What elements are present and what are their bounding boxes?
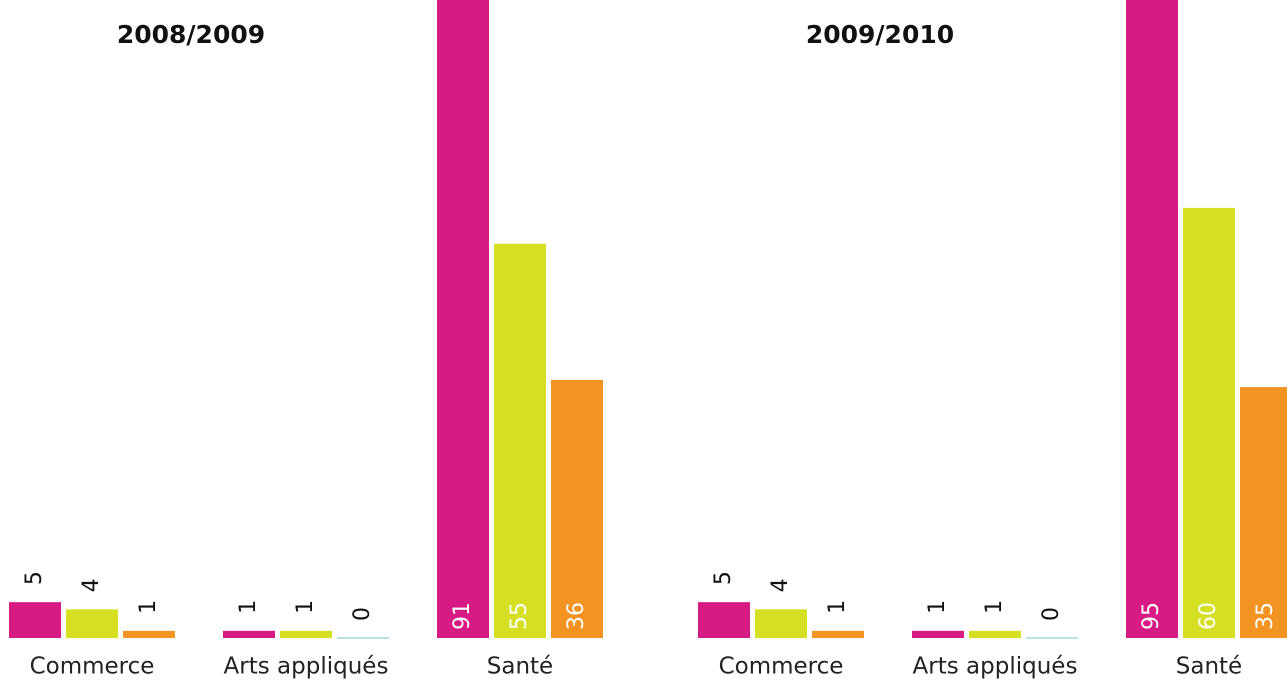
bar xyxy=(912,630,964,638)
chart-title: 2008/2009 xyxy=(117,20,265,49)
value-label: 1 xyxy=(925,600,950,614)
chart-title: 2009/2010 xyxy=(806,20,954,49)
value-label: 35 xyxy=(1253,602,1278,630)
bar xyxy=(551,379,603,638)
x-tick-label: Commerce xyxy=(719,654,844,680)
bar xyxy=(9,602,61,638)
value-label: 55 xyxy=(507,602,532,630)
bar xyxy=(1183,207,1235,638)
x-tick-label: Commerce xyxy=(30,654,155,680)
x-tick-label: Santé xyxy=(1176,654,1242,680)
value-label: 0 xyxy=(350,607,375,621)
bar xyxy=(812,630,864,638)
value-label: 91 xyxy=(450,602,475,630)
value-label: 4 xyxy=(79,578,104,592)
bar xyxy=(66,609,118,638)
value-label: 4 xyxy=(768,578,793,592)
value-label: 5 xyxy=(711,571,736,585)
bar xyxy=(494,243,546,638)
value-label: 0 xyxy=(1039,607,1064,621)
value-label: 60 xyxy=(1196,602,1221,630)
bar xyxy=(280,630,332,638)
bar xyxy=(755,609,807,638)
bar xyxy=(969,630,1021,638)
bar xyxy=(123,630,175,638)
value-label: 1 xyxy=(136,600,161,614)
value-label: 1 xyxy=(293,600,318,614)
value-label: 95 xyxy=(1139,602,1164,630)
value-label: 5 xyxy=(22,571,47,585)
value-label: 1 xyxy=(982,600,1007,614)
value-label: 1 xyxy=(825,600,850,614)
bar xyxy=(1126,0,1178,638)
bar xyxy=(437,0,489,638)
x-tick-label: Santé xyxy=(487,654,553,680)
x-tick-label: Arts appliqués xyxy=(913,654,1078,680)
bar xyxy=(698,602,750,638)
x-tick-label: Arts appliqués xyxy=(224,654,389,680)
bar xyxy=(1240,387,1287,638)
bar xyxy=(223,630,275,638)
value-label: 1 xyxy=(236,600,261,614)
value-label: 36 xyxy=(564,602,589,630)
